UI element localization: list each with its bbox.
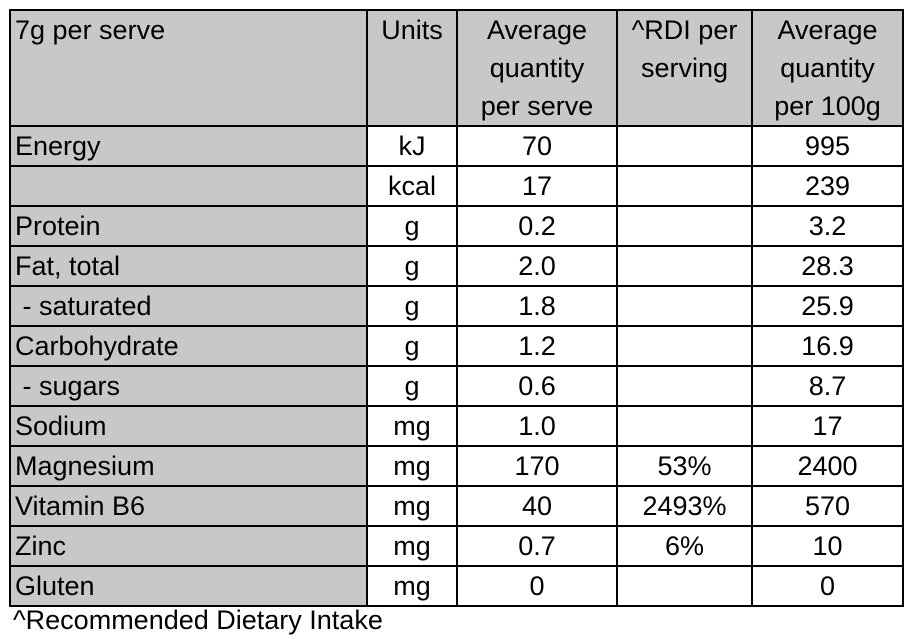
- cell-per-serve: 0.7: [456, 525, 618, 567]
- cell-rdi: [616, 365, 753, 407]
- header-rdi-line-1: ^RDI per: [631, 15, 738, 45]
- header-serving-size-line: 7g per serve: [15, 15, 166, 45]
- cell-per-serve: 0.6: [456, 365, 618, 407]
- cell-unit: mg: [366, 565, 458, 607]
- cell-per-100g: 10: [751, 525, 904, 567]
- header-serving-size: 7g per serve: [9, 9, 368, 127]
- cell-per-100g: 28.3: [751, 245, 904, 287]
- table-row: Energy kJ 70 995: [9, 125, 904, 167]
- header-per-serve-line-3: per serve: [480, 91, 594, 121]
- header-units: Units: [366, 9, 458, 127]
- header-per-serve: Average quantity per serve: [456, 9, 618, 127]
- cell-nutrient: Protein: [9, 205, 368, 247]
- cell-nutrient: - saturated: [9, 285, 368, 327]
- cell-per-serve: 1.0: [456, 405, 618, 447]
- cell-rdi: [616, 285, 753, 327]
- table-row: - sugars g 0.6 8.7: [9, 365, 904, 407]
- cell-rdi: [616, 325, 753, 367]
- table-row: Carbohydrate g 1.2 16.9: [9, 325, 904, 367]
- cell-unit: g: [366, 245, 458, 287]
- table-row: - saturated g 1.8 25.9: [9, 285, 904, 327]
- cell-nutrient: Vitamin B6: [9, 485, 368, 527]
- cell-per-100g: 0: [751, 565, 904, 607]
- cell-per-serve: 2.0: [456, 245, 618, 287]
- header-per-100g-line-1: Average: [777, 15, 878, 45]
- table-header-row: 7g per serve Units Average quantity per …: [9, 9, 904, 127]
- table-row: Vitamin B6 mg 40 2493% 570: [9, 485, 904, 527]
- cell-unit: mg: [366, 405, 458, 447]
- cell-nutrient: - sugars: [9, 365, 368, 407]
- table-row: Gluten mg 0 0: [9, 565, 904, 607]
- header-per-serve-line-2: quantity: [489, 53, 585, 83]
- header-rdi: ^RDI per serving: [616, 9, 753, 127]
- cell-per-100g: 2400: [751, 445, 904, 487]
- header-per-100g-line-3: per 100g: [774, 91, 881, 121]
- cell-rdi: 53%: [616, 445, 753, 487]
- cell-unit: kcal: [366, 165, 458, 207]
- cell-nutrient: Magnesium: [9, 445, 368, 487]
- cell-per-serve: 0.2: [456, 205, 618, 247]
- cell-unit: kJ: [366, 125, 458, 167]
- cell-nutrient: Gluten: [9, 565, 368, 607]
- cell-nutrient: Zinc: [9, 525, 368, 567]
- cell-rdi: [616, 205, 753, 247]
- cell-unit: mg: [366, 445, 458, 487]
- cell-per-serve: 40: [456, 485, 618, 527]
- cell-per-100g: 570: [751, 485, 904, 527]
- cell-rdi: [616, 405, 753, 447]
- cell-per-100g: 8.7: [751, 365, 904, 407]
- cell-per-serve: 1.2: [456, 325, 618, 367]
- cell-rdi: [616, 565, 753, 607]
- cell-nutrient: [9, 165, 368, 207]
- cell-nutrient: Energy: [9, 125, 368, 167]
- cell-nutrient: Fat, total: [9, 245, 368, 287]
- cell-unit: g: [366, 205, 458, 247]
- cell-per-serve: 0: [456, 565, 618, 607]
- cell-per-100g: 995: [751, 125, 904, 167]
- cell-rdi: [616, 125, 753, 167]
- table-row: Sodium mg 1.0 17: [9, 405, 904, 447]
- cell-unit: g: [366, 365, 458, 407]
- cell-per-100g: 17: [751, 405, 904, 447]
- cell-per-serve: 1.8: [456, 285, 618, 327]
- table-row: Fat, total g 2.0 28.3: [9, 245, 904, 287]
- cell-per-100g: 16.9: [751, 325, 904, 367]
- header-per-serve-line-1: Average: [486, 15, 588, 45]
- cell-unit: mg: [366, 525, 458, 567]
- header-per-100g: Average quantity per 100g: [751, 9, 904, 127]
- footnote: ^Recommended Dietary Intake: [13, 605, 383, 635]
- nutrition-table-wrapper: 7g per serve Units Average quantity per …: [9, 9, 904, 607]
- table-row: Magnesium mg 170 53% 2400: [9, 445, 904, 487]
- cell-rdi: 6%: [616, 525, 753, 567]
- cell-nutrient: Carbohydrate: [9, 325, 368, 367]
- cell-unit: mg: [366, 485, 458, 527]
- nutrition-table: 7g per serve Units Average quantity per …: [9, 9, 904, 607]
- cell-rdi: 2493%: [616, 485, 753, 527]
- cell-nutrient: Sodium: [9, 405, 368, 447]
- cell-per-serve: 170: [456, 445, 618, 487]
- cell-per-serve: 70: [456, 125, 618, 167]
- table-row: Zinc mg 0.7 6% 10: [9, 525, 904, 567]
- cell-rdi: [616, 165, 753, 207]
- table-row: kcal 17 239: [9, 165, 904, 207]
- cell-unit: g: [366, 325, 458, 367]
- header-rdi-line-2: serving: [640, 53, 729, 83]
- cell-per-100g: 239: [751, 165, 904, 207]
- cell-unit: g: [366, 285, 458, 327]
- cell-per-serve: 17: [456, 165, 618, 207]
- header-per-100g-line-2: quantity: [780, 53, 875, 83]
- cell-per-100g: 25.9: [751, 285, 904, 327]
- header-units-line: Units: [381, 15, 443, 45]
- cell-rdi: [616, 245, 753, 287]
- cell-per-100g: 3.2: [751, 205, 904, 247]
- table-row: Protein g 0.2 3.2: [9, 205, 904, 247]
